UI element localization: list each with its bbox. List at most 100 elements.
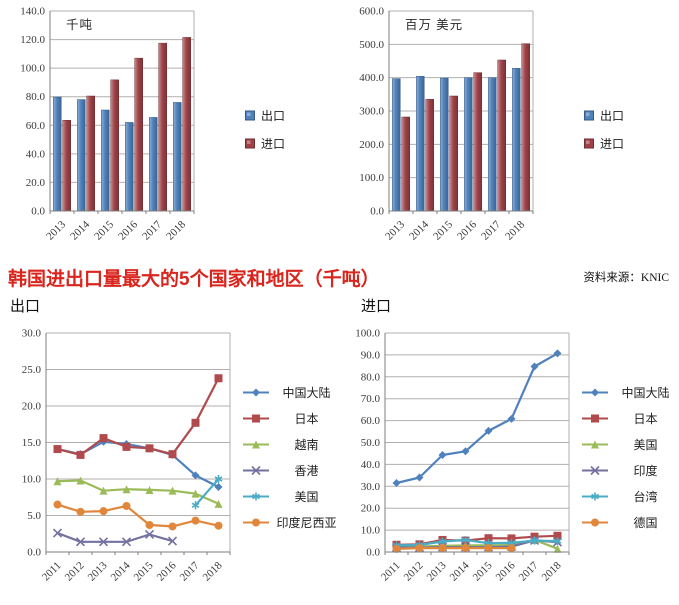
legend-marker-icon	[582, 440, 608, 448]
bar	[425, 99, 434, 212]
svg-text:2016: 2016	[455, 218, 479, 242]
svg-text:2018: 2018	[201, 559, 225, 583]
legend-marker-icon	[243, 492, 269, 500]
svg-text:0.0: 0.0	[370, 206, 384, 218]
svg-text:2015: 2015	[431, 218, 455, 242]
legend-label: 中国大陆	[282, 385, 331, 400]
export-line-chart: 0.05.010.015.020.025.030.020112012201320…	[22, 328, 231, 584]
svg-text:140.0: 140.0	[20, 6, 45, 18]
svg-text:100.0: 100.0	[20, 63, 45, 75]
category-labels: 2013 2014 2015 2016 2017 2018	[44, 218, 188, 242]
line-charts-row: 0.0 5.0 10.0 15.0 20.0 25.0 30.0 2011 2012 2013 20…	[0, 318, 679, 596]
plot-area	[52, 374, 223, 547]
svg-text:2018: 2018	[540, 559, 564, 583]
bar	[497, 59, 506, 212]
svg-text:0.0: 0.0	[27, 547, 41, 559]
svg-text:90.0: 90.0	[361, 349, 381, 361]
legend-label: 印度	[633, 463, 658, 478]
legend-label: 进口	[600, 136, 625, 151]
svg-text:60.0: 60.0	[361, 415, 381, 427]
plot-area	[391, 349, 563, 553]
svg-text:10.0: 10.0	[22, 474, 42, 486]
svg-text:20.0: 20.0	[361, 503, 381, 515]
value-legend: 出口进口	[583, 107, 624, 152]
import-line-chart: 0.0 10.0 20.0 30.0 40.0 50.0 60.0 70.0 80.0 90.0 1…	[355, 328, 570, 584]
legend-item: 美国	[242, 488, 338, 505]
svg-text:2013: 2013	[86, 559, 110, 583]
svg-text:2014: 2014	[407, 218, 431, 242]
bar	[101, 109, 110, 212]
svg-text:2013: 2013	[425, 559, 449, 583]
svg-text:100.0: 100.0	[359, 172, 384, 184]
svg-text:2015: 2015	[132, 559, 156, 583]
legend-marker-icon	[243, 388, 269, 396]
bar	[134, 57, 143, 212]
category-labels: 2013 2014 2015 2016 2017 2018	[383, 218, 527, 242]
axes	[45, 333, 231, 555]
svg-text:80.0: 80.0	[361, 371, 381, 383]
legend-marker-icon	[582, 414, 608, 422]
legend-marker-icon	[243, 440, 269, 448]
legend-item: 越南	[242, 436, 338, 453]
svg-text:5.0: 5.0	[27, 510, 41, 522]
svg-text:30.0: 30.0	[22, 328, 42, 340]
legend-label: 越南	[294, 437, 319, 452]
legend-item: 印度尼西亚	[242, 514, 338, 531]
chart-panel-import-lines: 0.0 10.0 20.0 30.0 40.0 50.0 60.0 70.0 80.0 90.0 1…	[339, 318, 678, 596]
line-series-3	[52, 528, 178, 547]
line-series-5	[53, 500, 223, 531]
title-row: 韩国进出口量最大的5个国家和地区（千吨） 资料来源：KNIC	[0, 258, 679, 292]
legend-swatch-icon	[584, 138, 594, 148]
legend-item: 出口	[583, 107, 624, 124]
svg-text:40.0: 40.0	[26, 148, 46, 160]
legend-item: 香港	[242, 462, 338, 479]
svg-text:600.0: 600.0	[359, 6, 384, 18]
svg-text:2016: 2016	[155, 559, 179, 583]
svg-text:2014: 2014	[109, 559, 133, 583]
page-title: 韩国进出口量最大的5个国家和地区（千吨）	[8, 268, 380, 290]
bar	[125, 122, 134, 212]
axis-tick-labels: 0.0 10.0 20.0 30.0 40.0 50.0 60.0 70.0 80.0 90.0 1…	[355, 328, 380, 559]
svg-text:0.0: 0.0	[366, 547, 380, 559]
legend-marker-icon	[243, 518, 269, 526]
legend-item: 美国	[581, 436, 677, 453]
unit-label: 百万 美元	[405, 18, 463, 32]
svg-text:10.0: 10.0	[361, 525, 381, 537]
legend-item: 日本	[242, 410, 338, 427]
svg-text:2016: 2016	[494, 559, 518, 583]
bar	[173, 102, 182, 212]
gridlines	[389, 10, 533, 179]
chart-panel-export-lines: 0.0 5.0 10.0 15.0 20.0 25.0 30.0 2011 2012 2013 20…	[0, 318, 339, 596]
legend-label: 日本	[633, 411, 658, 426]
legend-marker-icon	[582, 388, 608, 396]
axis-tick-labels: 0.0 5.0 10.0 15.0 20.0 25.0 30.0	[22, 328, 42, 559]
legend-item: 进口	[244, 135, 285, 152]
legend-item: 台湾	[581, 488, 677, 505]
legend-label: 香港	[294, 463, 319, 478]
legend-label: 印度尼西亚	[276, 515, 337, 530]
legend-label: 中国大陆	[621, 385, 670, 400]
svg-text:100.0: 100.0	[355, 328, 380, 340]
import-legend: 中国大陆日本美国印度台湾德国	[581, 384, 677, 531]
svg-text:400.0: 400.0	[359, 72, 384, 84]
bar	[488, 77, 497, 212]
legend-marker-icon	[243, 414, 269, 422]
bar	[149, 117, 158, 212]
bar	[392, 78, 401, 212]
svg-text:2017: 2017	[517, 559, 541, 583]
legend-label: 美国	[294, 489, 319, 504]
svg-text:2018: 2018	[503, 218, 527, 242]
legend-marker-icon	[582, 465, 608, 475]
svg-text:50.0: 50.0	[361, 437, 381, 449]
bar	[449, 95, 458, 212]
legend-marker-icon	[243, 465, 269, 475]
bar	[512, 68, 521, 212]
svg-text:2012: 2012	[63, 560, 87, 584]
export-subhead: 出口	[10, 298, 41, 315]
bar	[77, 99, 86, 212]
legend-label: 出口	[261, 108, 286, 123]
legend-item: 德国	[581, 514, 677, 531]
line-series-4	[191, 475, 223, 510]
